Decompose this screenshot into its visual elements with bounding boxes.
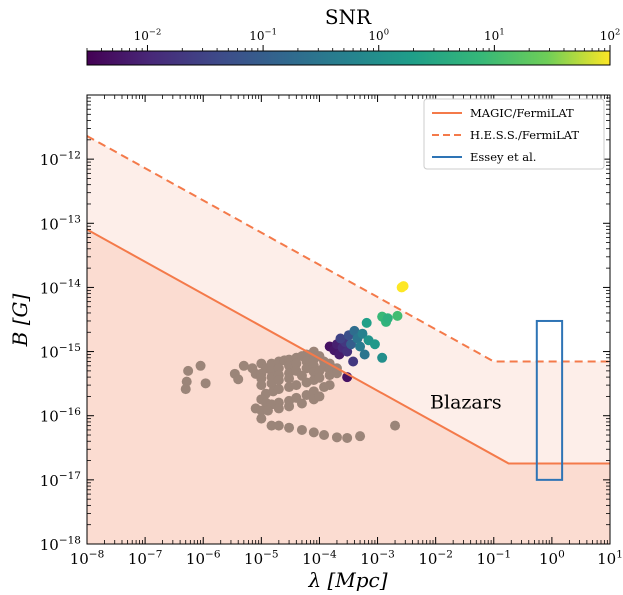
gray-point xyxy=(256,380,267,391)
gray-point xyxy=(233,374,244,385)
y-axis-title: B [G] xyxy=(8,293,32,347)
gray-point xyxy=(284,373,295,384)
colored-point xyxy=(369,339,380,350)
y-tick-label: 10−15 xyxy=(40,342,81,362)
y-axis-ticks: 10−18 10−17 10−16 10−15 10−14 10−13 10−12 xyxy=(40,97,610,554)
x-tick-label: 10−2 xyxy=(418,548,453,568)
x-tick-label: 10−1 xyxy=(476,548,511,568)
y-tick-label: 10−13 xyxy=(40,214,81,234)
legend-label-essey: Essey et al. xyxy=(470,150,536,164)
gray-point xyxy=(314,372,325,383)
colored-point xyxy=(349,325,360,336)
colorbar-gradient xyxy=(86,50,611,66)
x-tick-label: 100 xyxy=(539,548,565,568)
gray-point xyxy=(390,420,401,431)
y-tick-label: 10−16 xyxy=(40,406,82,426)
colorbar-title: SNR xyxy=(325,5,372,29)
blazars-annotation: Blazars xyxy=(430,391,502,413)
colored-point xyxy=(335,333,346,344)
gray-point xyxy=(183,365,194,376)
gray-point xyxy=(291,358,302,369)
colored-points xyxy=(324,281,409,383)
gray-point xyxy=(284,401,295,412)
gray-point xyxy=(308,427,319,438)
essey-box xyxy=(535,319,564,481)
colored-point xyxy=(348,356,359,367)
colored-point xyxy=(392,310,403,321)
gray-point xyxy=(256,413,267,424)
magic-excluded-region xyxy=(87,229,610,544)
plot-frame xyxy=(86,94,611,545)
legend: MAGIC/FermiLAT H.E.S.S./FermiLAT Essey e… xyxy=(423,98,605,170)
x-axis-ticks: 10−8 10−7 10−6 10−5 10−4 10−3 10−2 10−1 100 101 xyxy=(70,95,623,568)
gray-point xyxy=(314,365,325,376)
gray-point xyxy=(291,380,302,391)
colored-point xyxy=(346,339,357,350)
colored-point xyxy=(396,282,407,293)
x-tick-label: 10−5 xyxy=(244,548,279,568)
colorbar-tick-label: 100 xyxy=(368,27,389,43)
magic-fermilat-line xyxy=(87,228,610,465)
gray-point xyxy=(342,432,353,443)
gray-point xyxy=(284,422,295,433)
gray-point xyxy=(262,405,273,416)
colorbar-tick-label: 10−1 xyxy=(249,27,277,43)
colorbar-ticks: 10−2 10−1 100 101 102 xyxy=(86,27,621,51)
gray-point xyxy=(181,376,192,387)
y-tick-label: 10−17 xyxy=(40,470,81,490)
colored-point xyxy=(361,317,372,328)
y-tick-label: 10−14 xyxy=(40,278,82,298)
gray-point xyxy=(195,360,206,371)
colorbar: SNR 10−2 10−1 100 101 102 xyxy=(86,5,621,66)
x-tick-label: 10−3 xyxy=(360,548,395,568)
y-tick-label: 10−12 xyxy=(40,149,81,169)
gray-point xyxy=(355,431,366,442)
y-tick-label: 10−18 xyxy=(40,534,81,554)
x-tick-label: 10−7 xyxy=(128,548,163,568)
colorbar-tick-label: 101 xyxy=(484,27,505,43)
gray-point xyxy=(238,360,249,371)
plot-area: 10−8 10−7 10−6 10−5 10−4 10−3 10−2 10−1 100 101 1… xyxy=(40,94,623,568)
x-axis-title: λ [Mpc] xyxy=(307,568,387,592)
colored-point xyxy=(355,341,366,352)
legend-box xyxy=(423,98,605,170)
x-tick-label: 10−6 xyxy=(186,548,221,568)
gray-point xyxy=(273,363,284,374)
x-tick-label: 10−4 xyxy=(302,548,337,568)
legend-label-magic: MAGIC/FermiLAT xyxy=(470,106,574,120)
gray-point xyxy=(314,391,325,402)
colored-point xyxy=(382,313,393,324)
colored-point xyxy=(377,352,388,363)
gray-point xyxy=(319,430,330,441)
x-tick-label: 10−8 xyxy=(70,548,105,568)
gray-point xyxy=(296,398,307,409)
gray-point xyxy=(324,380,335,391)
gray-point xyxy=(273,420,284,431)
gray-point xyxy=(180,384,191,395)
colored-point xyxy=(357,328,368,339)
colored-point xyxy=(359,349,370,360)
colored-point xyxy=(342,346,353,357)
gray-point xyxy=(296,424,307,435)
legend-label-hess: H.E.S.S./FermiLAT xyxy=(470,128,579,142)
gray-point xyxy=(273,384,284,395)
x-tick-label: 101 xyxy=(597,548,623,568)
colorbar-tick-label: 102 xyxy=(600,27,621,43)
gray-point xyxy=(266,420,277,431)
gray-point xyxy=(331,432,342,443)
gray-point xyxy=(273,375,284,386)
gray-point xyxy=(200,378,211,389)
colorbar-tick-label: 10−2 xyxy=(134,27,162,43)
gray-point xyxy=(273,403,284,414)
